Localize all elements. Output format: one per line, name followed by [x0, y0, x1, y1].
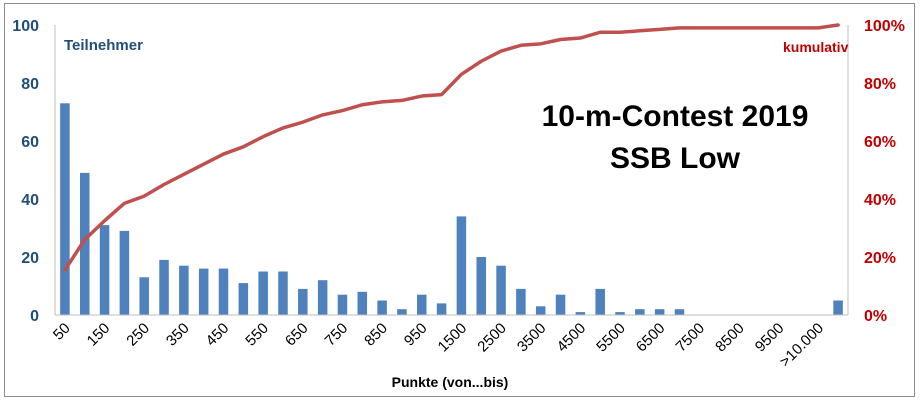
x-tick-label: 1500 — [435, 320, 471, 356]
y2-tick-label: 100% — [864, 18, 905, 35]
x-tick-label: 2500 — [474, 320, 510, 356]
cumulative-series — [63, 23, 840, 272]
x-tick-label: 850 — [361, 320, 391, 350]
bar — [436, 303, 447, 315]
bar — [456, 216, 467, 315]
bar — [179, 265, 189, 315]
bar — [238, 283, 249, 315]
x-tick-label: 550 — [242, 320, 272, 350]
bar — [555, 294, 566, 315]
x-tick-label: 750 — [322, 320, 352, 350]
bar — [99, 225, 110, 315]
left-axis-ticks: 0 20 40 60 80 100 — [12, 18, 39, 325]
bar — [535, 306, 546, 315]
bar — [278, 271, 288, 315]
chart-title: 10-m-Contest 2019 — [542, 100, 809, 133]
axes — [54, 25, 849, 316]
x-tick-label: 3500 — [514, 320, 550, 356]
x-tick-label: 9500 — [752, 320, 788, 356]
x-tick-label: 4500 — [554, 320, 590, 356]
bar — [635, 309, 645, 315]
right-axis-ticks: 0% 20% 40% 60% 80% 100% — [864, 18, 905, 325]
bar — [139, 277, 149, 315]
bar — [417, 294, 427, 315]
y-tick-label: 0 — [30, 308, 39, 325]
y-tick-label: 40 — [21, 192, 39, 209]
y2-tick-label: 20% — [864, 250, 896, 267]
bar — [833, 300, 843, 315]
y-tick-label: 60 — [21, 134, 39, 151]
bar — [476, 257, 486, 315]
bar — [218, 268, 229, 315]
x-tick-label: 450 — [203, 320, 233, 350]
x-axis-title: Punkte (von...bis) — [392, 374, 509, 390]
y2-tick-label: 60% — [864, 134, 896, 151]
bar — [198, 268, 209, 315]
bar — [575, 312, 586, 315]
bar — [615, 312, 625, 315]
y-tick-label: 20 — [21, 250, 39, 267]
bar — [397, 309, 407, 315]
x-tick-label: 5500 — [593, 320, 629, 356]
x-tick-label: 250 — [123, 320, 153, 350]
x-axis-ticks: 50 150 250 350 450 550 650 750 850 950 1500 2500 350… — [50, 320, 827, 371]
bar — [654, 309, 665, 315]
bar — [377, 300, 387, 315]
cumulative-line — [63, 23, 840, 272]
left-series-label: Teilnehmer — [64, 37, 143, 54]
x-tick-label: 8500 — [712, 320, 748, 356]
bar — [674, 309, 685, 315]
x-tick-label: 50 — [50, 320, 74, 344]
x-tick-label: 950 — [401, 320, 431, 350]
bar — [60, 103, 70, 315]
x-tick-label: 7500 — [673, 320, 709, 356]
y-tick-label: 100 — [12, 18, 39, 35]
bar-series — [60, 103, 843, 315]
x-tick-label: 150 — [84, 320, 114, 350]
bar — [496, 265, 506, 315]
bar — [258, 271, 268, 315]
bar — [595, 288, 605, 315]
y2-tick-label: 80% — [864, 76, 896, 93]
bar — [516, 288, 526, 315]
x-tick-label: 650 — [282, 320, 312, 350]
y2-tick-label: 40% — [864, 192, 896, 209]
x-tick-label: 350 — [163, 320, 193, 350]
bar — [337, 294, 348, 315]
right-series-label: kumulativ — [783, 39, 849, 55]
bar — [298, 288, 308, 315]
bar — [159, 259, 169, 315]
x-tick-label: 6500 — [633, 320, 669, 356]
bar — [119, 230, 130, 315]
bar — [357, 291, 368, 315]
chart-frame — [4, 3, 915, 397]
bar — [79, 172, 90, 315]
chart-subtitle: SSB Low — [610, 142, 741, 175]
y2-tick-label: 0% — [864, 308, 887, 325]
y-tick-label: 80 — [21, 76, 39, 93]
x-tick-label: >10.000 — [776, 320, 827, 371]
bar — [317, 280, 328, 315]
